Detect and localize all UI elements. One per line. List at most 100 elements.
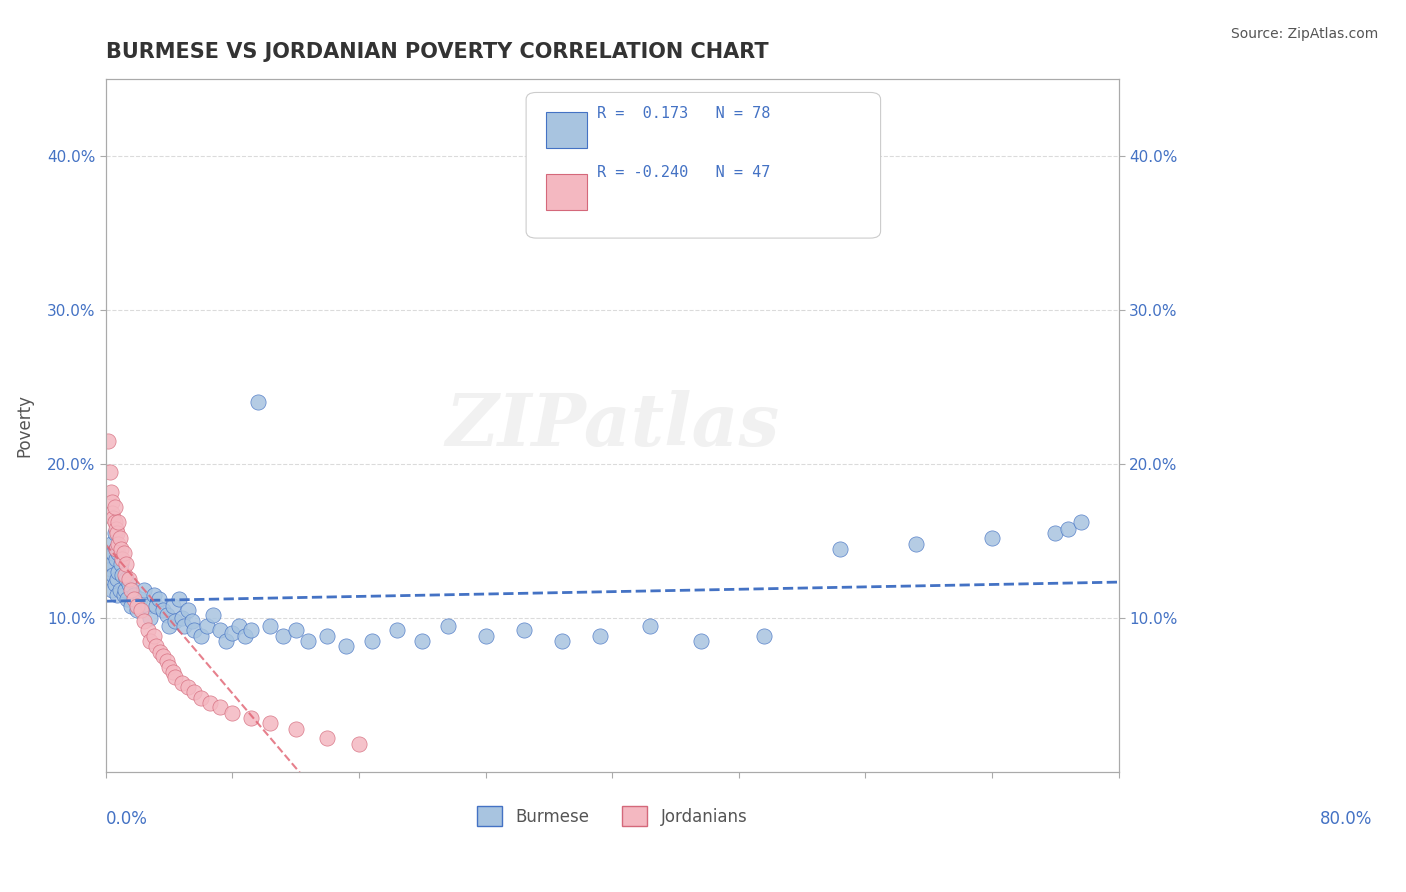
Point [512, 624, 534, 638]
Point [122, 588, 145, 602]
Point [108, 583, 131, 598]
Point [104, 541, 127, 556]
Point [112, 588, 135, 602]
Point [136, 624, 159, 638]
Point [347, 737, 370, 751]
Point [316, 731, 339, 746]
Point [208, 624, 231, 638]
Point [240, 624, 263, 638]
Point [111, 567, 134, 582]
Text: Source: ZipAtlas.com: Source: ZipAtlas.com [1230, 27, 1378, 41]
Point [246, 395, 269, 409]
Point [97, 434, 120, 448]
Point [1045, 526, 1067, 541]
Point [162, 599, 184, 613]
Point [221, 706, 243, 721]
Point [127, 603, 149, 617]
Point [155, 607, 177, 622]
Point [271, 629, 294, 643]
Point [104, 516, 127, 530]
Point [139, 634, 162, 648]
Point [104, 526, 127, 541]
Point [828, 541, 851, 556]
Point [115, 557, 138, 571]
Text: R = -0.240   N = 47: R = -0.240 N = 47 [598, 165, 770, 179]
Point [117, 592, 139, 607]
Point [202, 607, 225, 622]
Point [103, 546, 125, 560]
Bar [547, 174, 586, 211]
Point [120, 583, 142, 598]
Point [259, 715, 281, 730]
Point [981, 531, 1004, 545]
Point [588, 629, 610, 643]
Point [104, 577, 127, 591]
Point [155, 654, 177, 668]
Point [100, 537, 122, 551]
Point [101, 583, 124, 598]
Point [228, 618, 250, 632]
Point [107, 546, 129, 560]
Point [117, 577, 139, 591]
FancyBboxPatch shape [526, 93, 880, 238]
Point [198, 696, 221, 710]
Point [98, 549, 121, 564]
Point [183, 624, 205, 638]
Point [177, 681, 200, 695]
Point [905, 537, 928, 551]
Point [190, 629, 212, 643]
Point [180, 614, 202, 628]
Point [142, 629, 165, 643]
Point [177, 603, 200, 617]
Point [107, 516, 129, 530]
Point [104, 552, 127, 566]
Point [103, 510, 125, 524]
Point [101, 506, 124, 520]
Point [233, 629, 256, 643]
Point [129, 603, 152, 617]
Point [105, 526, 128, 541]
Point [167, 592, 190, 607]
Point [284, 624, 307, 638]
Point [114, 583, 136, 598]
Point [1070, 516, 1092, 530]
Point [107, 565, 129, 579]
Point [638, 618, 661, 632]
Point [115, 573, 138, 587]
Point [132, 583, 155, 598]
Point [152, 649, 174, 664]
Point [100, 561, 122, 575]
Point [104, 522, 127, 536]
Legend: Burmese, Jordanians: Burmese, Jordanians [470, 799, 754, 833]
Text: ZIPatlas: ZIPatlas [446, 390, 779, 461]
Point [139, 611, 162, 625]
Point [162, 665, 184, 679]
Text: 0.0%: 0.0% [105, 810, 148, 828]
Point [114, 567, 136, 582]
Point [173, 618, 195, 632]
Point [752, 629, 775, 643]
Point [149, 645, 172, 659]
Point [97, 573, 120, 587]
Point [259, 618, 281, 632]
Point [104, 500, 127, 514]
Point [110, 557, 132, 571]
Point [152, 603, 174, 617]
Point [689, 634, 711, 648]
Point [110, 541, 132, 556]
Point [550, 634, 572, 648]
Point [98, 465, 121, 479]
Point [142, 588, 165, 602]
Point [221, 626, 243, 640]
Point [127, 599, 149, 613]
Point [145, 639, 167, 653]
Point [157, 660, 180, 674]
Point [105, 573, 128, 587]
Point [100, 484, 122, 499]
Point [195, 618, 218, 632]
Point [335, 639, 357, 653]
Point [112, 546, 135, 560]
Point [105, 588, 128, 602]
Point [157, 618, 180, 632]
Point [101, 495, 124, 509]
